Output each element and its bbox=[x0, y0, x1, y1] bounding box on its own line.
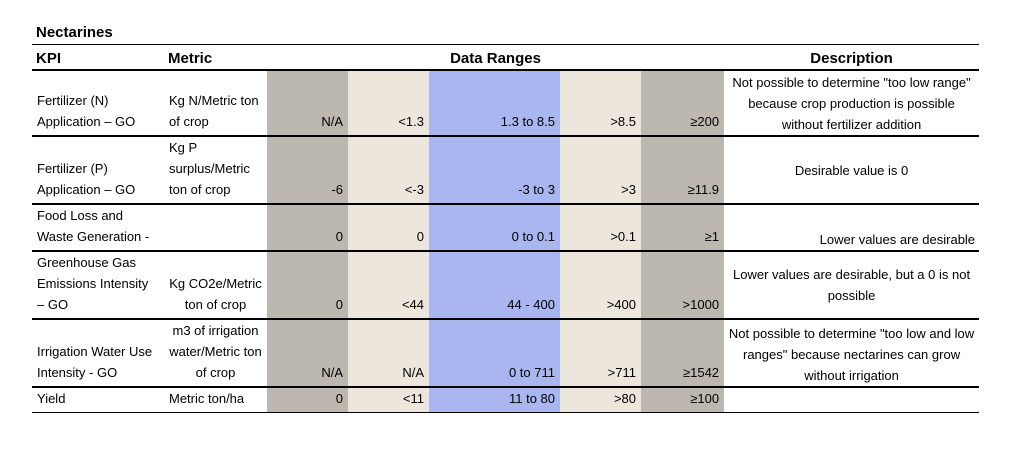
description-cell: Not possible to determine "too low and l… bbox=[724, 319, 980, 388]
kpi-header: KPI bbox=[32, 44, 164, 71]
range-cell: N/A bbox=[348, 319, 429, 388]
range-cell: 0 bbox=[267, 387, 348, 413]
range-cell: >8.5 bbox=[560, 70, 641, 137]
range-cell: <44 bbox=[348, 251, 429, 320]
table-row: Yield Metric ton/ha 0 <11 11 to 80 >80 ≥… bbox=[32, 387, 980, 413]
range-cell: -6 bbox=[267, 136, 348, 205]
kpi-cell: Fertilizer (P) Application – GO bbox=[32, 136, 164, 205]
range-cell: >80 bbox=[560, 387, 641, 413]
metric-cell: Metric ton/ha bbox=[164, 387, 267, 413]
range-cell: 0 to 0.1 bbox=[429, 204, 560, 252]
range-cell: N/A bbox=[267, 319, 348, 388]
description-header: Description bbox=[724, 44, 980, 71]
table-row: Irrigation Water Use Intensity - GO m3 o… bbox=[32, 319, 980, 388]
metric-header: Metric bbox=[164, 44, 267, 71]
range-cell: ≥1542 bbox=[641, 319, 725, 388]
range-cell: ≥200 bbox=[641, 70, 725, 137]
table-title: Nectarines bbox=[36, 24, 113, 41]
kpi-cell: Yield bbox=[32, 387, 164, 413]
range-cell: N/A bbox=[267, 70, 348, 137]
range-cell: 0 bbox=[267, 204, 348, 252]
kpi-cell: Food Loss and Waste Generation - bbox=[32, 204, 164, 252]
data-ranges-header: Data Ranges bbox=[267, 44, 725, 71]
range-cell: <-3 bbox=[348, 136, 429, 205]
range-cell: 44 - 400 bbox=[429, 251, 560, 320]
description-cell: Lower values are desirable, but a 0 is n… bbox=[724, 251, 980, 320]
header-row: KPI Metric Data Ranges Description bbox=[32, 44, 980, 71]
kpi-cell: Greenhouse Gas Emissions Intensity – GO bbox=[32, 251, 164, 320]
description-cell bbox=[724, 387, 980, 413]
table-row: Fertilizer (P) Application – GO Kg P sur… bbox=[32, 136, 980, 205]
range-cell: ≥100 bbox=[641, 387, 725, 413]
range-cell: <11 bbox=[348, 387, 429, 413]
range-cell: 0 to 711 bbox=[429, 319, 560, 388]
range-cell: >400 bbox=[560, 251, 641, 320]
metric-cell: m3 of irrigation water/Metric ton of cro… bbox=[164, 319, 267, 388]
kpi-cell: Fertilizer (N) Application – GO bbox=[32, 70, 164, 137]
range-cell: -3 to 3 bbox=[429, 136, 560, 205]
kpi-table: KPI Metric Data Ranges Description Ferti… bbox=[32, 44, 980, 413]
range-cell: >0.1 bbox=[560, 204, 641, 252]
range-cell: 0 bbox=[267, 251, 348, 320]
range-cell: 0 bbox=[348, 204, 429, 252]
range-cell: >1000 bbox=[641, 251, 725, 320]
range-cell: 1.3 to 8.5 bbox=[429, 70, 560, 137]
range-cell: 11 to 80 bbox=[429, 387, 560, 413]
table-row: Food Loss and Waste Generation - 0 0 0 t… bbox=[32, 204, 980, 252]
metric-cell bbox=[164, 204, 267, 252]
range-cell: >711 bbox=[560, 319, 641, 388]
description-cell: Not possible to determine "too low range… bbox=[724, 70, 980, 137]
table-row: Fertilizer (N) Application – GO Kg N/Met… bbox=[32, 70, 980, 137]
description-cell: Lower values are desirable bbox=[724, 204, 980, 252]
kpi-cell: Irrigation Water Use Intensity - GO bbox=[32, 319, 164, 388]
metric-cell: Kg P surplus/Metric ton of crop bbox=[164, 136, 267, 205]
range-cell: ≥11.9 bbox=[641, 136, 725, 205]
range-cell: >3 bbox=[560, 136, 641, 205]
metric-cell: Kg CO2e/Metric ton of crop bbox=[164, 251, 267, 320]
metric-cell: Kg N/Metric ton of crop bbox=[164, 70, 267, 137]
range-cell: <1.3 bbox=[348, 70, 429, 137]
table-row: Greenhouse Gas Emissions Intensity – GO … bbox=[32, 251, 980, 320]
description-cell: Desirable value is 0 bbox=[724, 136, 980, 205]
range-cell: ≥1 bbox=[641, 204, 725, 252]
